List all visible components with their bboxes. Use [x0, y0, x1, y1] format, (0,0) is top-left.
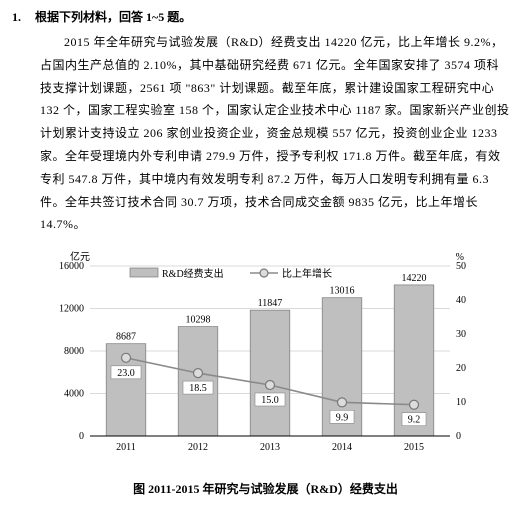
svg-text:0: 0 [79, 431, 84, 442]
svg-text:11847: 11847 [257, 298, 282, 309]
svg-text:2013: 2013 [260, 442, 280, 453]
svg-text:4000: 4000 [64, 389, 84, 400]
svg-text:8000: 8000 [64, 346, 84, 357]
svg-text:9.2: 9.2 [407, 415, 420, 426]
question-prompt: 根据下列材料，回答 1~5 题。 [35, 10, 191, 24]
chart-caption: 图 2011-2015 年研究与试验发展（R&D）经费支出 [12, 480, 519, 497]
svg-text:R&D经费支出: R&D经费支出 [162, 267, 224, 280]
passage-text: 2015 年全年研究与试验发展（R&D）经费支出 14220 亿元，比上年增长 … [12, 31, 519, 236]
svg-text:18.5: 18.5 [189, 383, 207, 394]
svg-text:30: 30 [456, 329, 466, 340]
svg-text:0: 0 [456, 431, 461, 442]
svg-text:8687: 8687 [116, 332, 136, 343]
question-header: 1. 根据下列材料，回答 1~5 题。 [12, 8, 519, 25]
svg-text:2011: 2011 [116, 442, 136, 453]
svg-text:13016: 13016 [329, 286, 354, 297]
svg-text:9.9: 9.9 [335, 413, 348, 424]
svg-text:亿元: 亿元 [70, 250, 90, 263]
svg-text:12000: 12000 [59, 304, 84, 315]
svg-text:14220: 14220 [401, 273, 426, 284]
svg-text:10298: 10298 [185, 315, 210, 326]
svg-text:2012: 2012 [188, 442, 208, 453]
svg-text:20: 20 [456, 363, 466, 374]
chart-container: 040008000120001600001020304050亿元%8687201… [36, 246, 496, 476]
svg-text:比上年增长: 比上年增长 [282, 267, 332, 280]
svg-text:2014: 2014 [332, 442, 352, 453]
combo-chart: 040008000120001600001020304050亿元%8687201… [36, 246, 496, 476]
svg-text:15.0: 15.0 [261, 395, 279, 406]
svg-text:2015: 2015 [404, 442, 424, 453]
svg-text:10: 10 [456, 397, 466, 408]
svg-text:40: 40 [456, 295, 466, 306]
svg-text:%: % [455, 252, 463, 263]
question-number: 1. [12, 10, 32, 25]
svg-text:23.0: 23.0 [117, 368, 135, 379]
